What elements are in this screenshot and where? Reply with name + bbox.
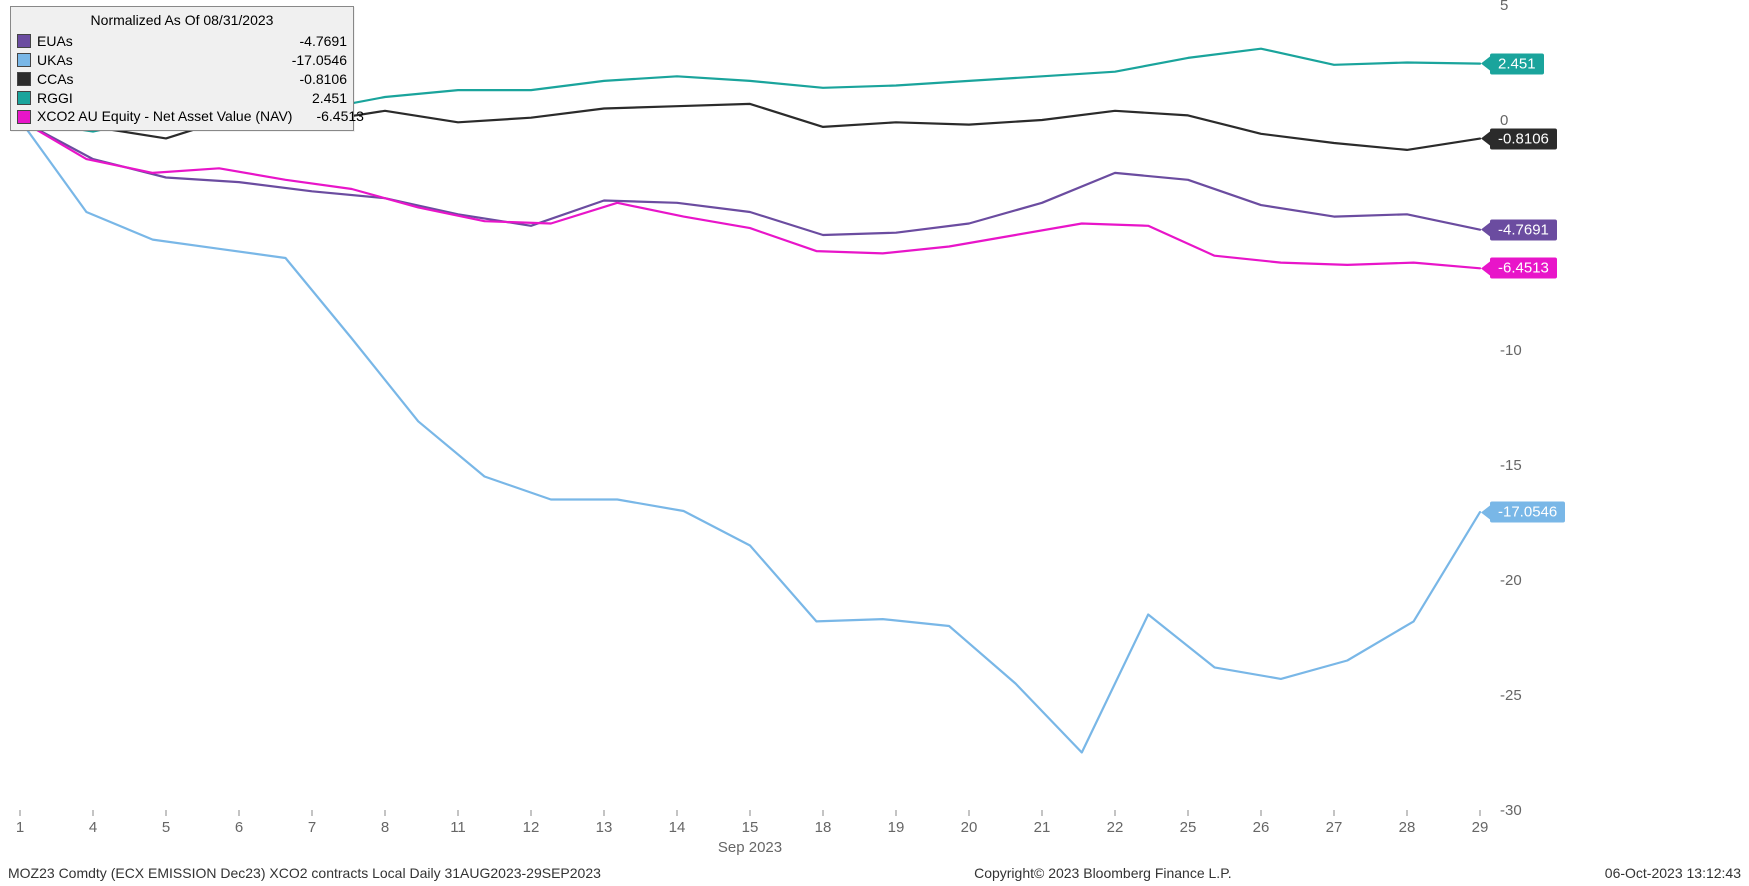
legend-series-value: -17.0546 <box>268 51 347 70</box>
x-tick-label: 15 <box>742 819 759 836</box>
y-tick-label: -10 <box>1500 342 1522 359</box>
x-tick-label: 25 <box>1180 819 1197 836</box>
x-tick-label: 5 <box>162 819 170 836</box>
y-tick-label: 0 <box>1500 112 1508 129</box>
chart-container: 50-5-10-15-20-25-30145678111213141518192… <box>0 0 1749 886</box>
x-tick-label: 27 <box>1326 819 1343 836</box>
footer-right: 06-Oct-2023 13:12:43 <box>1605 865 1741 881</box>
footer-bar: MOZ23 Comdty (ECX EMISSION Dec23) XCO2 c… <box>0 862 1749 886</box>
legend-row: RGGI 2.451 <box>17 89 347 108</box>
legend-row: CCAs -0.8106 <box>17 70 347 89</box>
y-tick-label: -20 <box>1500 572 1522 589</box>
end-value-label: -0.8106 <box>1490 128 1557 149</box>
legend-marker <box>17 110 31 124</box>
footer-center: Copyright© 2023 Bloomberg Finance L.P. <box>974 865 1232 881</box>
x-tick-label: 28 <box>1399 819 1416 836</box>
x-tick-label: 6 <box>235 819 243 836</box>
x-tick-label: 13 <box>596 819 613 836</box>
footer-left: MOZ23 Comdty (ECX EMISSION Dec23) XCO2 c… <box>8 865 601 881</box>
end-label-arrow-icon <box>1481 57 1490 71</box>
legend-marker <box>17 53 31 67</box>
legend-series-name: EUAs <box>37 32 73 51</box>
x-tick-label: 8 <box>381 819 389 836</box>
series-line <box>20 120 1480 753</box>
end-label-arrow-icon <box>1481 223 1490 237</box>
legend-series-value: -4.7691 <box>276 32 347 51</box>
legend-series-value: -6.4513 <box>292 107 363 126</box>
legend-marker <box>17 72 31 86</box>
legend-row: XCO2 AU Equity - Net Asset Value (NAV)-6… <box>17 107 347 126</box>
end-value-label: 2.451 <box>1490 53 1544 74</box>
legend-box: Normalized As Of 08/31/2023 EUAs-4.7691U… <box>10 6 354 131</box>
legend-series-value: 2.451 <box>288 89 347 108</box>
x-tick-label: 14 <box>669 819 686 836</box>
end-value-label: -6.4513 <box>1490 258 1557 279</box>
legend-series-name: XCO2 AU Equity - Net Asset Value (NAV) <box>37 107 292 126</box>
legend-title: Normalized As Of 08/31/2023 <box>17 11 347 30</box>
end-label-arrow-icon <box>1481 505 1490 519</box>
x-tick-label: 7 <box>308 819 316 836</box>
x-tick-label: 4 <box>89 819 97 836</box>
y-tick-label: -15 <box>1500 457 1522 474</box>
legend-series-value: -0.8106 <box>276 70 347 89</box>
legend-row: UKAs -17.0546 <box>17 51 347 70</box>
end-label-arrow-icon <box>1481 261 1490 275</box>
x-tick-label: 22 <box>1107 819 1124 836</box>
x-month-label: Sep 2023 <box>718 839 782 856</box>
y-tick-label: -30 <box>1500 802 1522 819</box>
end-label-arrow-icon <box>1481 132 1490 146</box>
legend-marker <box>17 34 31 48</box>
x-tick-label: 29 <box>1472 819 1489 836</box>
legend-series-name: UKAs <box>37 51 73 70</box>
x-tick-label: 20 <box>961 819 978 836</box>
series-line <box>20 120 1480 235</box>
y-tick-label: -25 <box>1500 687 1522 704</box>
x-tick-label: 11 <box>450 819 466 836</box>
x-tick-label: 18 <box>815 819 832 836</box>
x-tick-label: 21 <box>1034 819 1051 836</box>
legend-series-name: RGGI <box>37 89 73 108</box>
legend-row: EUAs -4.7691 <box>17 32 347 51</box>
x-tick-label: 26 <box>1253 819 1270 836</box>
x-tick-label: 1 <box>16 819 24 836</box>
end-value-label: -17.0546 <box>1490 502 1565 523</box>
end-value-label: -4.7691 <box>1490 219 1557 240</box>
x-tick-label: 12 <box>523 819 540 836</box>
legend-series-name: CCAs <box>37 70 74 89</box>
legend-marker <box>17 91 31 105</box>
y-tick-label: 5 <box>1500 0 1508 14</box>
series-line <box>20 120 1480 268</box>
x-tick-label: 19 <box>888 819 905 836</box>
